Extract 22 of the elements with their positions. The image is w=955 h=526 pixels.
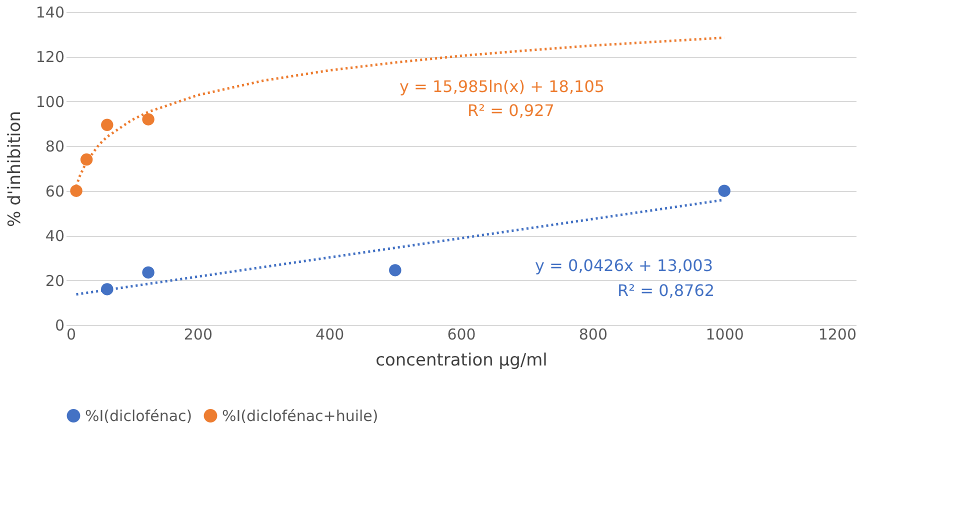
y-tick-label: 100 <box>36 92 64 111</box>
x-tick-label: 1200 <box>818 326 856 344</box>
y-tick-label: 40 <box>45 227 64 246</box>
x-tick-label: 400 <box>316 326 344 344</box>
annotation: R² = 0,8762 <box>617 281 715 300</box>
y-axis-title: % d'inhibition <box>4 110 25 228</box>
annotation: y = 0,0426x + 13,003 <box>534 256 714 275</box>
x-tick-label: 600 <box>447 326 476 344</box>
annotation: y = 15,985ln(x) + 18,105 <box>399 77 605 96</box>
y-tick-label: 140 <box>36 4 64 22</box>
y-tick-label: 120 <box>36 48 64 66</box>
legend-label: %I(diclofénac) <box>85 406 192 425</box>
x-tick-label: 800 <box>578 326 608 344</box>
annotation: R² = 0,927 <box>468 101 554 120</box>
x-tick-label: 200 <box>184 326 212 344</box>
y-tick-label: 80 <box>45 138 64 156</box>
legend-label: %I(diclofénac+huile) <box>222 406 378 425</box>
y-tick-label: 60 <box>45 182 64 200</box>
x-axis-title: concentration µg/ml <box>376 350 548 370</box>
x-tick-label: 1000 <box>706 326 744 344</box>
x-tick-label: 0 <box>66 326 76 344</box>
y-tick-label: 20 <box>45 272 64 290</box>
